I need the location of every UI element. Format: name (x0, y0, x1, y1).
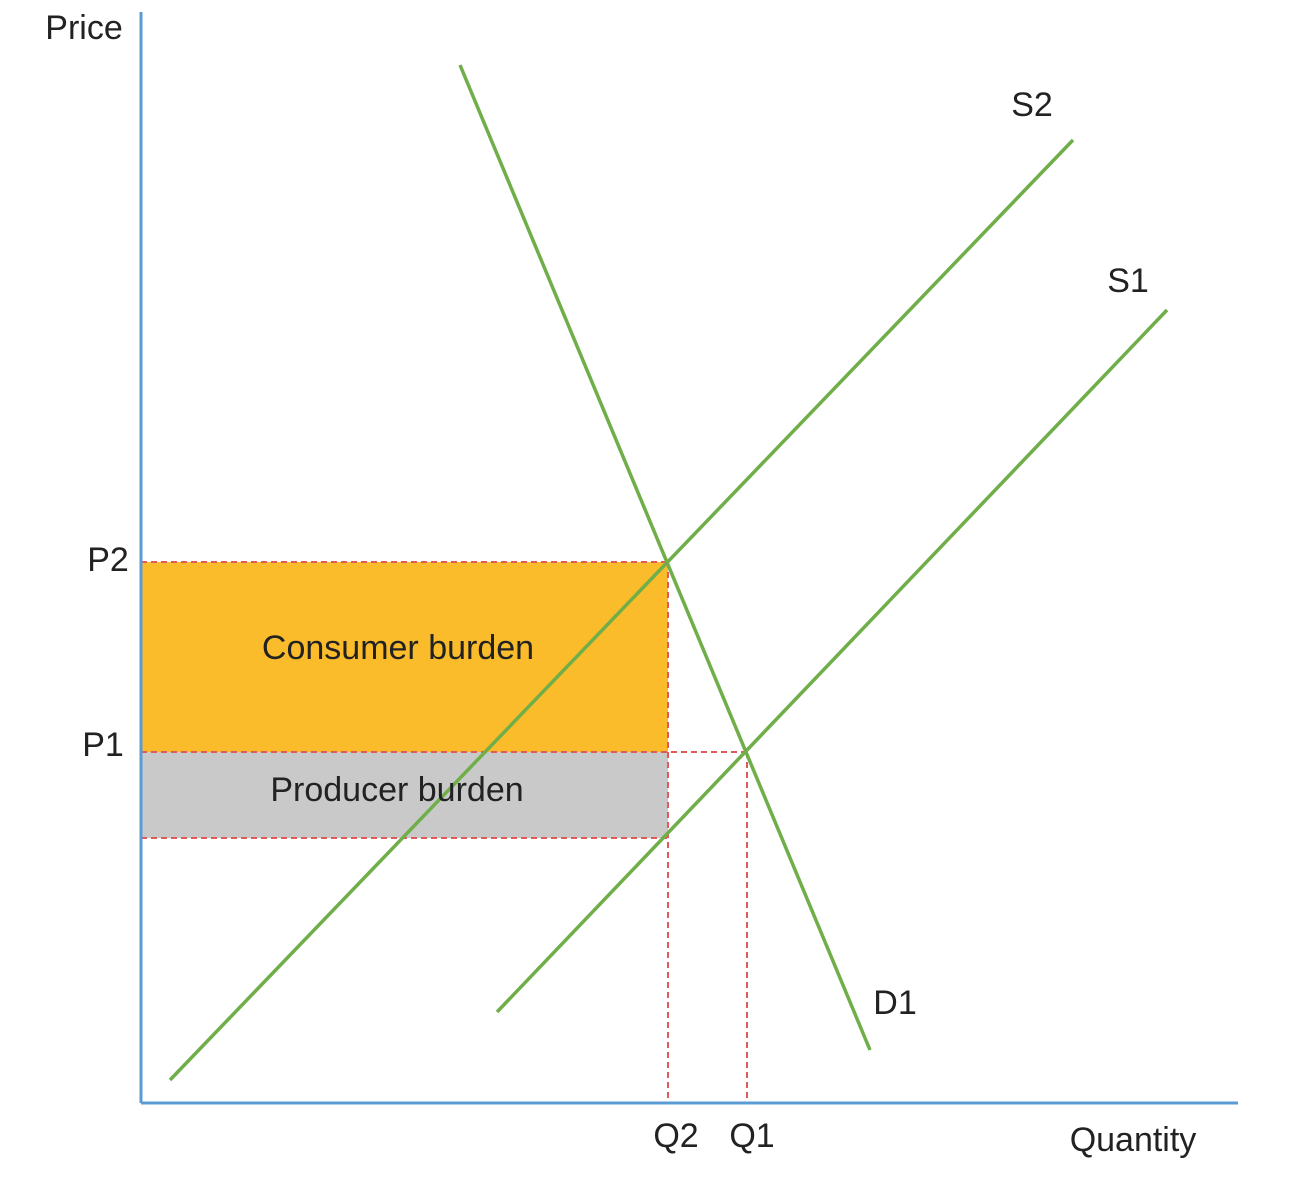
x-axis-label: Quantity (1070, 1121, 1197, 1159)
region-label: Consumer burden (262, 629, 534, 667)
region-label: Producer burden (270, 771, 523, 809)
supply-curve-s1 (495, 308, 1169, 1014)
price-label: P1 (82, 726, 124, 764)
curve-label: S1 (1107, 262, 1149, 300)
y-axis-label: Price (45, 9, 122, 47)
quantity-label: Q2 (653, 1117, 698, 1155)
demand-curve (458, 64, 872, 1051)
curve-label: S2 (1011, 86, 1053, 124)
quantity-label: Q1 (729, 1117, 774, 1155)
producer-burden-area (141, 752, 668, 838)
consumer-burden-area (141, 562, 668, 752)
curve-label: D1 (873, 984, 916, 1022)
supply-curve-s2 (168, 138, 1075, 1082)
price-label: P2 (87, 541, 129, 579)
